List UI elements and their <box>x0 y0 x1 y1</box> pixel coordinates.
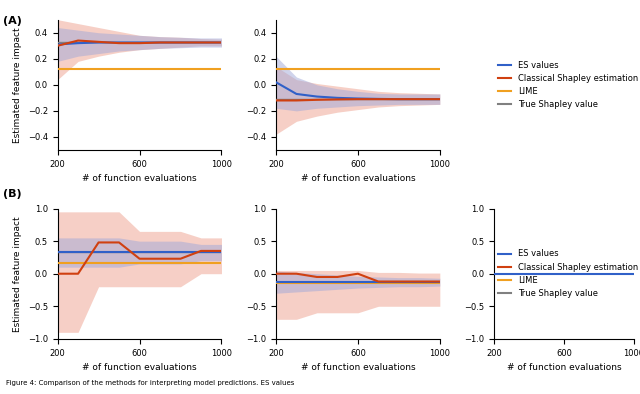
X-axis label: # of function evaluations: # of function evaluations <box>301 174 415 183</box>
Y-axis label: Estimated feature impact: Estimated feature impact <box>13 216 22 331</box>
X-axis label: # of function evaluations: # of function evaluations <box>301 363 415 372</box>
X-axis label: # of function evaluations: # of function evaluations <box>507 363 621 372</box>
Text: (B): (B) <box>3 189 22 199</box>
X-axis label: # of function evaluations: # of function evaluations <box>82 363 197 372</box>
Text: Figure 4: Comparison of the methods for interpreting model predictions. ES value: Figure 4: Comparison of the methods for … <box>6 380 295 386</box>
X-axis label: # of function evaluations: # of function evaluations <box>82 174 197 183</box>
Text: (A): (A) <box>3 16 22 26</box>
Legend: ES values, Classical Shapley estimation, LIME, True Shapley value: ES values, Classical Shapley estimation,… <box>499 61 638 109</box>
Y-axis label: Estimated feature impact: Estimated feature impact <box>13 27 22 143</box>
